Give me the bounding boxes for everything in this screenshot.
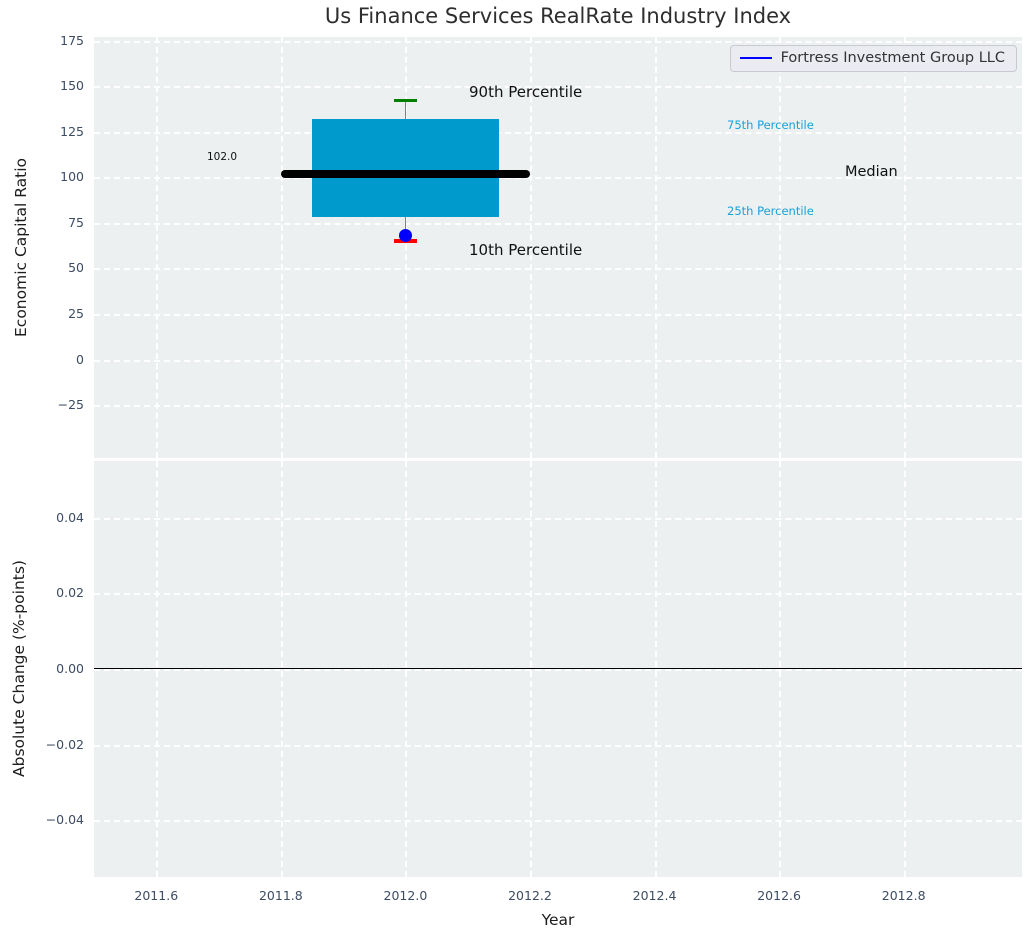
gridline-horizontal — [94, 222, 1022, 225]
y-tick-label: 25 — [68, 306, 84, 322]
gridline-horizontal — [94, 669, 1022, 671]
annotation-75th-percentile: 75th Percentile — [727, 118, 814, 132]
legend-line-swatch — [739, 57, 772, 59]
gridline-horizontal — [94, 131, 1022, 134]
gridline-horizontal — [94, 517, 1022, 520]
gridline-horizontal — [94, 820, 1022, 823]
y-tick-label: 0.00 — [56, 661, 84, 676]
gridline-horizontal — [94, 405, 1022, 408]
y-tick-label: −25 — [57, 397, 84, 413]
y-tick-label: 50 — [68, 260, 84, 276]
x-tick-label: 2012.6 — [757, 888, 801, 903]
gridline-horizontal — [94, 359, 1022, 362]
x-tick-label: 2012.2 — [508, 888, 552, 903]
y-tick-label: 0.02 — [56, 585, 84, 601]
gridline-horizontal — [94, 40, 1022, 43]
p90-cap — [393, 99, 418, 103]
y-tick-label: 150 — [60, 78, 84, 94]
x-tick-label: 2012.8 — [881, 888, 926, 903]
gridline-horizontal — [94, 268, 1022, 271]
y-tick-label: 0 — [76, 351, 84, 367]
iqr-box — [311, 119, 499, 218]
y-tick-label: 100 — [60, 169, 84, 185]
y-tick-label: −0.02 — [45, 736, 84, 752]
annotation-median: Median — [845, 164, 898, 180]
zero-line — [94, 668, 1022, 670]
x-tick-label: 2011.8 — [258, 888, 303, 903]
gridline-vertical — [280, 37, 283, 458]
gridline-horizontal — [94, 86, 1022, 89]
gridline-horizontal — [94, 177, 1022, 180]
annotation-90th-percentile: 90th Percentile — [469, 83, 583, 101]
gridline-vertical — [654, 37, 657, 458]
median-line — [280, 169, 530, 178]
gridline-vertical — [779, 37, 782, 458]
x-axis-label: Year — [541, 911, 575, 929]
y-tick-label: 0.04 — [56, 509, 84, 525]
annotation-25th-percentile: 25th Percentile — [727, 204, 814, 218]
axes-top — [94, 37, 1022, 458]
y-axis-label-top: Economic Capital Ratio — [12, 157, 30, 338]
gridline-vertical — [156, 37, 159, 458]
gridline-horizontal — [94, 744, 1022, 747]
y-tick-label: 125 — [60, 123, 84, 139]
annotation-10th-percentile: 10th Percentile — [469, 241, 583, 259]
gridline-vertical — [903, 37, 906, 458]
gridline-horizontal — [94, 314, 1022, 317]
gridline-vertical — [405, 37, 408, 458]
legend: Fortress Investment Group LLC — [729, 45, 1017, 72]
annotation-median-value: 102.0 — [207, 151, 238, 163]
x-tick-label: 2012.0 — [383, 888, 428, 903]
chart-title: Us Finance Services RealRate Industry In… — [324, 4, 792, 28]
company-point — [398, 229, 412, 243]
x-tick-label: 2011.6 — [134, 888, 179, 903]
axes-bottom — [94, 461, 1022, 877]
x-tick-label: 2012.4 — [632, 888, 677, 903]
y-tick-label: 75 — [68, 214, 84, 230]
gridline-vertical — [529, 37, 532, 458]
y-tick-label: −0.04 — [45, 812, 84, 828]
gridline-horizontal — [94, 593, 1022, 596]
legend-label: Fortress Investment Group LLC — [780, 50, 1005, 66]
y-tick-label: 175 — [60, 32, 84, 48]
